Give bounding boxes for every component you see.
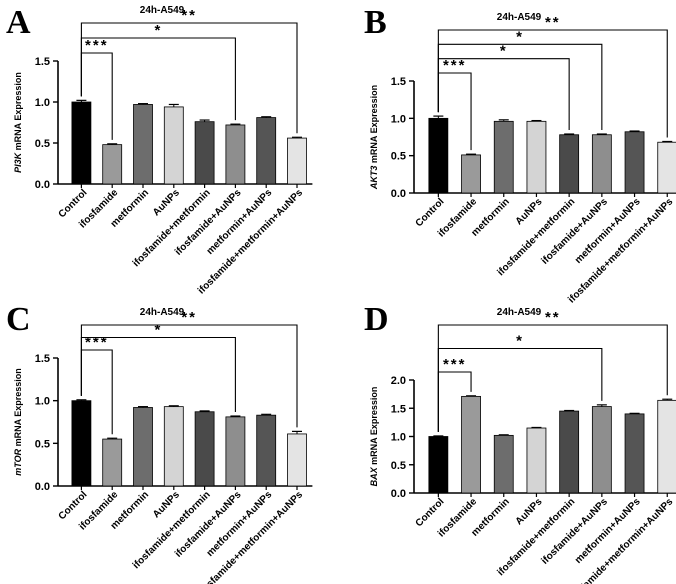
y-tick-label: 0.5 [391, 151, 406, 163]
y-tick-label: 2.0 [391, 375, 406, 387]
x-tick-label: ifosfamide+metformin+AuNPs [196, 489, 305, 584]
bar [163, 106, 184, 185]
bar [256, 414, 277, 487]
y-tick-label: 1.0 [35, 97, 50, 109]
panel-b: B 24h-A549 0.0 0.5 1.0 1.5 AKT3 mRNA Expressio… [364, 4, 676, 306]
y-tick-label: 1.0 [391, 432, 406, 444]
bar [194, 121, 215, 185]
y-axis-label: BAX mRNA Expression [369, 387, 379, 487]
bar [559, 134, 580, 194]
panel-d: D 24h-A549 0.0 0.5 1.0 1.5 2.0 BAX mRNA Express… [364, 301, 676, 584]
significance-label: * [500, 43, 508, 60]
bar [102, 438, 123, 487]
y-axis-label: mTOR mRNA Expression [13, 368, 23, 476]
bar [256, 117, 277, 185]
x-tick-label: AuNPs [514, 496, 545, 527]
bar [102, 144, 123, 185]
bar [559, 410, 580, 494]
y-axis-label-text: mRNA Expression [369, 85, 379, 163]
y-tick-label: 1.0 [391, 113, 406, 125]
y-tick-label: 1.5 [35, 56, 50, 68]
y-axis-label-gene: PI3K [13, 150, 23, 173]
panel-letter: A [6, 4, 31, 41]
bar [133, 407, 153, 487]
x-tick-label: Control [414, 496, 447, 529]
y-tick-label: 0.5 [35, 138, 50, 150]
significance-label: ** [545, 14, 561, 31]
bar [591, 134, 612, 194]
x-tick-label: AuNPs [514, 196, 545, 227]
y-tick-label: 0.0 [391, 188, 406, 200]
bar [657, 399, 676, 494]
bar [624, 413, 645, 494]
significance-bracket [437, 29, 668, 138]
y-tick-label: 0.5 [391, 460, 406, 472]
bar [428, 117, 449, 194]
panel-title: 24h-A549 [497, 12, 542, 23]
bar [287, 433, 307, 487]
y-axis-label-gene: mTOR [13, 446, 23, 475]
significance-label: * [154, 322, 162, 339]
significance-label: * [516, 333, 524, 350]
significance-bracket [80, 324, 298, 428]
bar [428, 436, 449, 494]
significance-bracket [437, 324, 668, 432]
y-tick-label: 1.5 [391, 76, 406, 88]
bar [461, 395, 481, 494]
bar [624, 131, 645, 194]
bar [493, 434, 514, 494]
x-tick-label: Control [414, 196, 447, 229]
y-axis-label-text: mRNA Expression [13, 72, 23, 150]
y-axis-label-text: mRNA Expression [369, 387, 379, 465]
bar [71, 400, 92, 487]
bar [493, 120, 514, 194]
significance-label: ** [545, 309, 561, 326]
panel-title: 24h-A549 [497, 307, 542, 318]
y-tick-label: 0.0 [35, 179, 50, 191]
significance-label: *** [85, 37, 109, 54]
significance-label: * [516, 28, 524, 45]
significance-label: *** [443, 57, 467, 74]
panel-letter: D [364, 301, 389, 338]
panel-letter: C [6, 301, 31, 338]
bar [591, 406, 612, 494]
y-tick-label: 0.0 [35, 481, 50, 493]
significance-label: * [154, 22, 162, 39]
bar [133, 104, 153, 185]
panel-title: 24h-A549 [140, 5, 185, 16]
bar [225, 416, 246, 487]
significance-label: ** [181, 7, 197, 24]
y-axis-label: PI3K mRNA Expression [13, 72, 23, 173]
panel-a: A 24h-A549 0.0 0.5 1.0 1.5 PI3K mRNA Expressio… [6, 4, 313, 297]
bar [657, 141, 676, 194]
significance-bracket [80, 22, 298, 134]
bar [71, 101, 92, 185]
y-axis-label-gene: BAX [369, 465, 379, 487]
significance-label: ** [181, 309, 197, 326]
bar [287, 137, 307, 185]
panel-title: 24h-A549 [140, 307, 185, 318]
y-tick-label: 1.0 [35, 396, 50, 408]
y-axis-label: AKT3 mRNA Expression [369, 85, 379, 190]
bar [461, 154, 481, 194]
bar [225, 124, 246, 185]
y-tick-label: 0.0 [391, 488, 406, 500]
panel-c: C 24h-A549 0.0 0.5 1.0 1.5 mTOR mRNA Expressio… [6, 301, 313, 584]
significance-label: *** [443, 356, 467, 373]
bar [163, 406, 184, 487]
bar [526, 120, 547, 194]
y-tick-label: 1.5 [35, 353, 50, 365]
y-axis-label-gene: AKT3 [369, 163, 379, 190]
panel-letter: B [364, 4, 387, 41]
y-tick-label: 0.5 [35, 438, 50, 450]
bar [526, 427, 547, 494]
bar [194, 411, 215, 487]
y-tick-label: 1.5 [391, 403, 406, 415]
y-axis-label-text: mRNA Expression [13, 368, 23, 446]
significance-label: *** [85, 334, 109, 351]
